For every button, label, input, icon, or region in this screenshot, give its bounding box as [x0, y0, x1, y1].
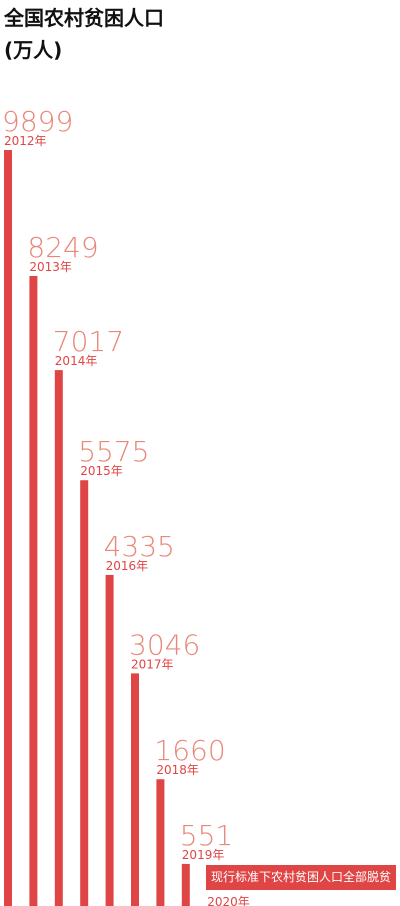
year-label: 2013年	[29, 260, 72, 274]
value-label: 7017	[53, 325, 124, 358]
value-label: 551	[180, 819, 233, 852]
chart-title: 全国农村贫困人口 (万人)	[4, 2, 164, 66]
year-label: 2018年	[156, 763, 199, 777]
value-label: 1660	[154, 734, 225, 767]
chart-title-line1: 全国农村贫困人口	[4, 6, 164, 30]
year-label: 2017年	[131, 657, 174, 671]
year-label: 2015年	[80, 464, 123, 478]
chart-title-line2: (万人)	[4, 38, 63, 62]
bar-2018年	[156, 779, 165, 906]
annotation-callout: 现行标准下农村贫困人口全部脱贫	[206, 865, 396, 890]
bar-2014年	[54, 370, 63, 906]
value-label: 4335	[104, 530, 175, 563]
year-label: 2012年	[4, 134, 47, 148]
year-label: 2016年	[106, 559, 149, 573]
value-label: 5575	[78, 435, 149, 468]
bar-2013年	[29, 276, 38, 906]
bar-2017年	[131, 673, 139, 906]
year-label: 2019年	[182, 848, 225, 862]
value-label: 3046	[129, 628, 200, 661]
year-label: 2014年	[55, 354, 98, 368]
bar-2016年	[105, 574, 114, 906]
bar-2012年	[4, 150, 12, 906]
bar-2015年	[80, 480, 89, 906]
year-label: 2020年	[207, 895, 250, 906]
bar-2019年	[181, 863, 190, 906]
value-label: 8249	[27, 231, 98, 264]
value-label: 9899	[2, 105, 73, 138]
